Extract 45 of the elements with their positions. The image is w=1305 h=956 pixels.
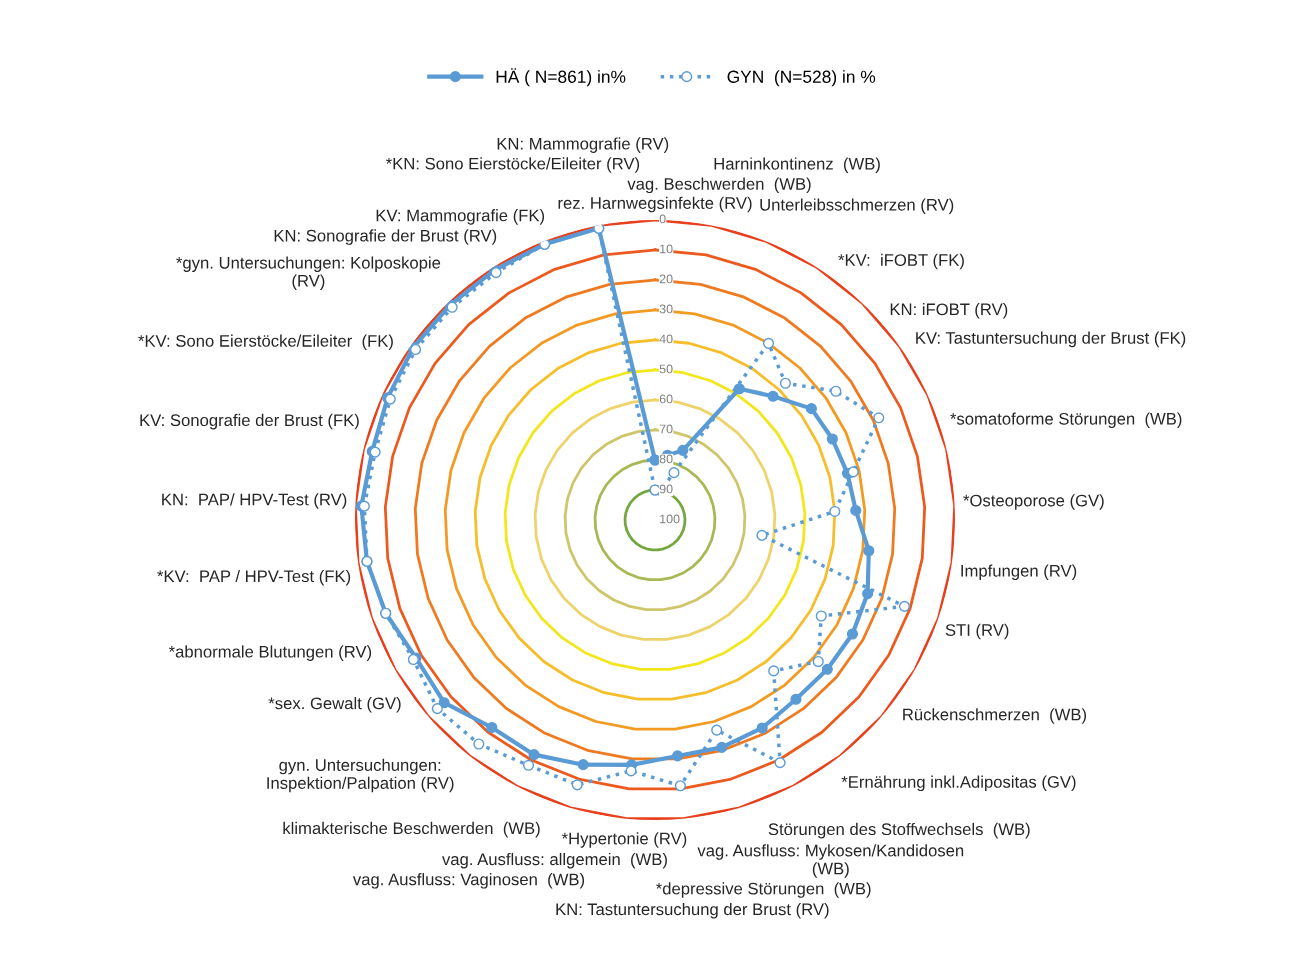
spoke-label: *KV: Sono Eierstöcke/Eileiter (FK) [138, 334, 393, 351]
spoke-label: vag. Beschwerden (WB) [627, 177, 811, 194]
y-tick-label: 50 [659, 364, 673, 374]
spoke-label: rez. Harnwegsinfekte (RV) [558, 196, 752, 213]
legend-label: GYN (N=528) in % [727, 70, 876, 87]
y-tick-label: 100 [660, 514, 680, 524]
spoke-label: Störungen des Stoffwechsels (WB) [768, 822, 1030, 839]
y-tick-label: 10 [660, 244, 673, 254]
spoke-label: STI (RV) [945, 623, 1009, 640]
y-tick-label: 40 [659, 334, 673, 344]
spoke-label: KN: Mammografie (RV) [497, 137, 669, 153]
legend-label: HÄ ( N=861) in% [496, 68, 626, 87]
spoke-label: Impfungen (RV) [961, 564, 1077, 581]
spoke-label: KN: Tastuntersuchung der Brust (RV) [556, 903, 829, 919]
y-tick-label: 30 [659, 304, 673, 314]
spoke-label: Unterleibsschmerzen (RV) [760, 198, 954, 214]
spoke-label: *KV: iFOBT (FK) [838, 253, 964, 270]
spoke-label: *Hypertonie (RV) [561, 832, 687, 848]
spoke-label: *Ernährung inkl.Adipositas (GV) [841, 775, 1076, 792]
y-tick-label: 60 [659, 394, 673, 404]
spoke-label: Harninkontinenz (WB) [714, 157, 880, 173]
spoke-label: KV: Mammografie (FK) [376, 209, 545, 225]
y-tick-label: 20 [659, 274, 673, 284]
spoke-label: *abnormale Blutungen (RV) [168, 645, 372, 661]
spoke-label: Rückenschmerzen (WB) [903, 708, 1087, 724]
spoke-label: vag. Ausfluss: Mykosen/Kandidosen (WB) [697, 844, 964, 878]
spoke-label: *depressive Störungen (WB) [656, 882, 871, 898]
spoke-label: KN: PAP/ HPV-Test (RV) [162, 493, 347, 509]
spoke-label: *KN: Sono Eierstöcke/Eileiter (RV) [385, 157, 640, 173]
spoke-label: vag. Ausfluss: allgemein (WB) [442, 852, 667, 869]
spoke-label: KN: iFOBT (RV) [890, 303, 1008, 319]
y-tick-label: 70 [659, 424, 673, 434]
spoke-label: KN: Sonografie der Brust (RV) [274, 229, 497, 245]
spoke-label: *Osteoporose (GV) [963, 494, 1104, 510]
spoke-label: *KV: PAP / HPV-Test (FK) [157, 569, 351, 586]
spoke-label: vag. Ausfluss: Vaginosen (WB) [352, 873, 585, 889]
spoke-label: gyn. Untersuchungen: Inspektion/Palpation (RV) [267, 758, 454, 793]
spoke-label: KV: Tastuntersuchung der Brust (FK) [916, 331, 1186, 348]
spoke-label: *somatoforme Störungen (WB) [950, 412, 1182, 429]
spoke-label: KV: Sonografie der Brust (FK) [140, 413, 359, 430]
spoke-label: *sex. Gewalt (GV) [268, 697, 401, 713]
y-tick-label: 0 [659, 214, 666, 224]
y-tick-label: 80 [659, 454, 673, 464]
spoke-label: klimakterische Beschwerden (WB) [283, 821, 540, 838]
spoke-label: *gyn. Untersuchungen: Kolposkopie (RV) [176, 256, 441, 290]
